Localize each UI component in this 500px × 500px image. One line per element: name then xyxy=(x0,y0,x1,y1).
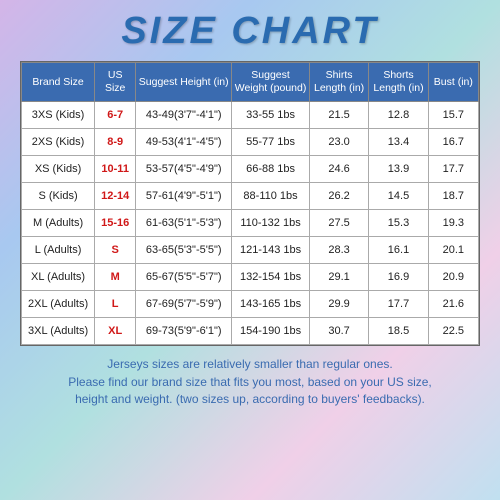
table-row: M (Adults)15-1661-63(5'1"-5'3")110-132 1… xyxy=(22,210,479,237)
cell: 14.5 xyxy=(369,183,428,210)
cell: 20.1 xyxy=(428,237,478,264)
cell: 19.3 xyxy=(428,210,478,237)
cell: 3XS (Kids) xyxy=(22,102,95,129)
cell: 22.5 xyxy=(428,318,478,345)
cell: 53-57(4'5"-4'9") xyxy=(136,156,232,183)
cell: 29.1 xyxy=(309,264,368,291)
cell: 17.7 xyxy=(428,156,478,183)
cell: 69-73(5'9"-6'1") xyxy=(136,318,232,345)
cell: 16.7 xyxy=(428,129,478,156)
cell: 12.8 xyxy=(369,102,428,129)
cell: 8-9 xyxy=(95,129,136,156)
cell: 66-88 1bs xyxy=(232,156,310,183)
col-header: US Size xyxy=(95,63,136,102)
cell: 88-110 1bs xyxy=(232,183,310,210)
cell: 21.5 xyxy=(309,102,368,129)
cell: 57-61(4'9"-5'1") xyxy=(136,183,232,210)
col-header: Brand Size xyxy=(22,63,95,102)
table-row: XL (Adults)M65-67(5'5"-5'7")132-154 1bs2… xyxy=(22,264,479,291)
cell: S xyxy=(95,237,136,264)
size-chart: Brand SizeUS SizeSuggest Height (in)Sugg… xyxy=(20,61,480,346)
cell: 27.5 xyxy=(309,210,368,237)
table-row: L (Adults)S63-65(5'3"-5'5")121-143 1bs28… xyxy=(22,237,479,264)
cell: 29.9 xyxy=(309,291,368,318)
col-header: Shirts Length (in) xyxy=(309,63,368,102)
cell: 23.0 xyxy=(309,129,368,156)
cell: 2XL (Adults) xyxy=(22,291,95,318)
footer-line: height and weight. (two sizes up, accord… xyxy=(68,391,432,408)
table-row: 3XS (Kids)6-743-49(3'7"-4'1")33-55 1bs21… xyxy=(22,102,479,129)
footer-line: Jerseys sizes are relatively smaller tha… xyxy=(68,356,432,373)
col-header: Shorts Length (in) xyxy=(369,63,428,102)
cell: 6-7 xyxy=(95,102,136,129)
cell: 15-16 xyxy=(95,210,136,237)
cell: 20.9 xyxy=(428,264,478,291)
cell: 110-132 1bs xyxy=(232,210,310,237)
cell: 18.5 xyxy=(369,318,428,345)
cell: 12-14 xyxy=(95,183,136,210)
cell: 24.6 xyxy=(309,156,368,183)
cell: XL (Adults) xyxy=(22,264,95,291)
cell: 55-77 1bs xyxy=(232,129,310,156)
col-header: Suggest Weight (pound) xyxy=(232,63,310,102)
cell: 121-143 1bs xyxy=(232,237,310,264)
cell: 16.1 xyxy=(369,237,428,264)
page-title: SIZE CHART xyxy=(121,10,378,53)
cell: XL xyxy=(95,318,136,345)
cell: L xyxy=(95,291,136,318)
cell: S (Kids) xyxy=(22,183,95,210)
cell: 33-55 1bs xyxy=(232,102,310,129)
col-header: Bust (in) xyxy=(428,63,478,102)
cell: 15.3 xyxy=(369,210,428,237)
cell: 49-53(4'1"-4'5") xyxy=(136,129,232,156)
cell: 3XL (Adults) xyxy=(22,318,95,345)
table-header-row: Brand SizeUS SizeSuggest Height (in)Sugg… xyxy=(22,63,479,102)
footer-line: Please find our brand size that fits you… xyxy=(68,374,432,391)
cell: 43-49(3'7"-4'1") xyxy=(136,102,232,129)
cell: M (Adults) xyxy=(22,210,95,237)
cell: 2XS (Kids) xyxy=(22,129,95,156)
cell: 26.2 xyxy=(309,183,368,210)
table-row: XS (Kids)10-1153-57(4'5"-4'9")66-88 1bs2… xyxy=(22,156,479,183)
cell: M xyxy=(95,264,136,291)
cell: 132-154 1bs xyxy=(232,264,310,291)
cell: 154-190 1bs xyxy=(232,318,310,345)
cell: L (Adults) xyxy=(22,237,95,264)
cell: 63-65(5'3"-5'5") xyxy=(136,237,232,264)
cell: 18.7 xyxy=(428,183,478,210)
cell: 13.4 xyxy=(369,129,428,156)
cell: XS (Kids) xyxy=(22,156,95,183)
cell: 61-63(5'1"-5'3") xyxy=(136,210,232,237)
table-row: S (Kids)12-1457-61(4'9"-5'1")88-110 1bs2… xyxy=(22,183,479,210)
cell: 13.9 xyxy=(369,156,428,183)
cell: 21.6 xyxy=(428,291,478,318)
cell: 28.3 xyxy=(309,237,368,264)
cell: 67-69(5'7"-5'9") xyxy=(136,291,232,318)
cell: 16.9 xyxy=(369,264,428,291)
col-header: Suggest Height (in) xyxy=(136,63,232,102)
size-table: Brand SizeUS SizeSuggest Height (in)Sugg… xyxy=(21,62,479,345)
cell: 15.7 xyxy=(428,102,478,129)
table-row: 2XS (Kids)8-949-53(4'1"-4'5")55-77 1bs23… xyxy=(22,129,479,156)
table-row: 2XL (Adults)L67-69(5'7"-5'9")143-165 1bs… xyxy=(22,291,479,318)
cell: 65-67(5'5"-5'7") xyxy=(136,264,232,291)
table-row: 3XL (Adults)XL69-73(5'9"-6'1")154-190 1b… xyxy=(22,318,479,345)
cell: 30.7 xyxy=(309,318,368,345)
footer-note: Jerseys sizes are relatively smaller tha… xyxy=(68,356,432,408)
cell: 143-165 1bs xyxy=(232,291,310,318)
cell: 17.7 xyxy=(369,291,428,318)
cell: 10-11 xyxy=(95,156,136,183)
